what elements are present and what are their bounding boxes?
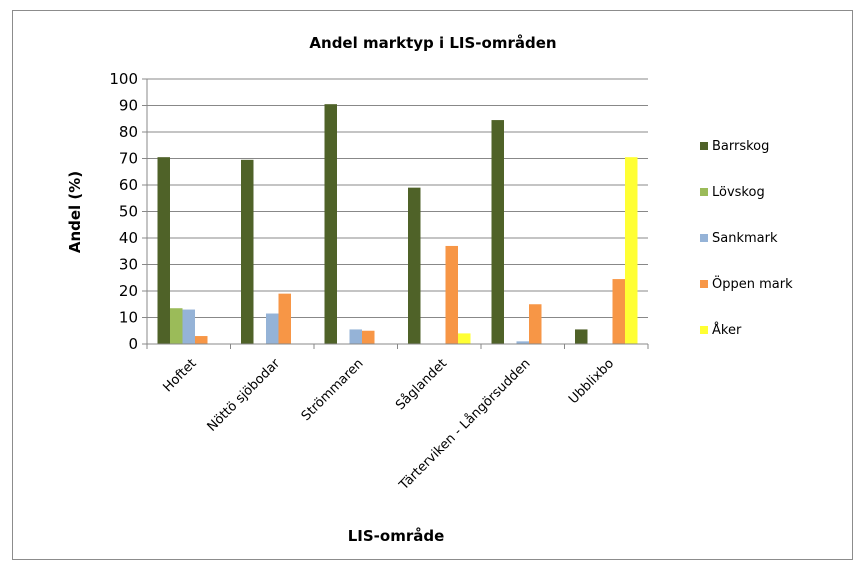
y-tick-label: 70 <box>119 150 138 168</box>
legend-swatch <box>700 280 708 288</box>
y-tick-label: 20 <box>119 282 138 300</box>
bar-Åker-Ubblixbo <box>625 157 638 344</box>
legend-swatch <box>700 326 708 334</box>
y-tick-label: 100 <box>109 70 138 88</box>
x-category-label: Nöttö sjöbodar <box>205 356 284 435</box>
legend-swatch <box>700 188 708 196</box>
bar-Sankmark-Hoftet <box>182 309 195 344</box>
bar-Barrskog-Strömmaren <box>324 104 337 344</box>
bar-Öppen mark-Strömmaren <box>362 330 375 344</box>
x-axis-title: LIS-område <box>348 527 445 545</box>
bar-Barrskog-Såglandet <box>408 187 421 344</box>
chart-frame <box>12 10 853 560</box>
bar-Öppen mark-Såglandet <box>445 245 458 344</box>
x-axis-categories: Hoftet Nöttö sjöbodar Strömmaren SåglandetT… <box>160 356 617 494</box>
legend-label: Åker <box>712 322 742 338</box>
bar-Åker-Såglandet <box>458 333 471 344</box>
axes <box>146 79 649 349</box>
bar-Barrskog-Ubblixbo <box>575 329 588 344</box>
x-category-label: Strömmaren <box>299 356 367 424</box>
bar-Sankmark-Tärterviken - Långörsudden <box>516 341 529 344</box>
x-category-label: Tärterviken - Långörsudden <box>396 356 534 494</box>
legend-swatch <box>700 234 708 242</box>
bar-Sankmark-Nöttö sjöbodar <box>266 313 279 344</box>
legend-label: Lövskog <box>712 185 765 200</box>
legend-swatch <box>700 142 708 150</box>
y-tick-label: 30 <box>119 256 138 274</box>
y-tick-label: 80 <box>119 123 138 141</box>
y-tick-label: 90 <box>119 97 138 115</box>
y-tick-label: 10 <box>119 309 138 327</box>
legend-label: Öppen mark <box>712 275 793 292</box>
bar-Öppen mark-Tärterviken - Långörsudden <box>529 304 542 344</box>
legend-label: Sankmark <box>712 231 778 246</box>
y-tick-label: 0 <box>128 335 138 353</box>
y-tick-label: 50 <box>119 203 138 221</box>
bar-Öppen mark-Hoftet <box>195 336 208 344</box>
chart-title: Andel marktyp i LIS-områden <box>309 34 556 52</box>
bar-Sankmark-Strömmaren <box>349 329 362 344</box>
y-axis-ticks: 0 10 20 30 40 50 60 70 80 90 100 <box>109 70 147 353</box>
bars <box>157 104 638 344</box>
bar-Lövskog-Hoftet <box>170 308 183 344</box>
bar-Öppen mark-Nöttö sjöbodar <box>278 293 291 344</box>
bar-Öppen mark-Ubblixbo <box>612 279 625 344</box>
y-tick-label: 40 <box>119 229 138 247</box>
legend-label: Barrskog <box>712 139 769 154</box>
y-axis-title: Andel (%) <box>66 171 84 253</box>
y-tick-label: 60 <box>119 176 138 194</box>
gridlines <box>147 78 648 345</box>
bar-Barrskog-Tärterviken - Långörsudden <box>491 120 504 344</box>
legend: Barrskog Lövskog Sankmark Öppen mark Åker <box>700 139 793 338</box>
x-category-label: Såglandet <box>393 356 450 413</box>
bar-Barrskog-Nöttö sjöbodar <box>241 159 254 344</box>
x-category-label: Hoftet <box>160 356 199 395</box>
x-category-label: Ubblixbo <box>566 356 617 407</box>
bar-Barrskog-Hoftet <box>157 157 170 344</box>
